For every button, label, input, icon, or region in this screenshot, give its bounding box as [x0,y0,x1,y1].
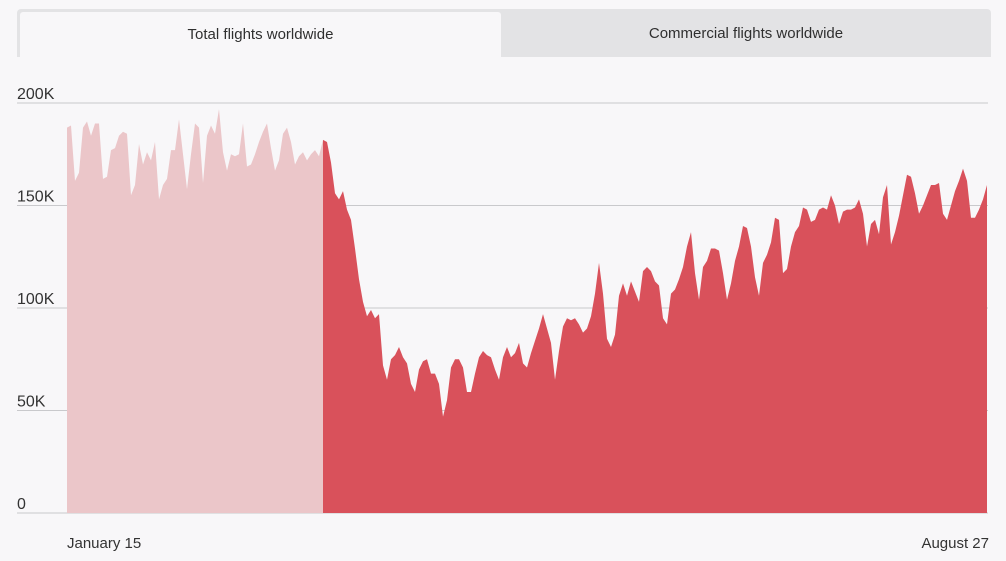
area-series-pre-highlight [67,109,323,514]
y-tick-label: 200K [17,86,55,103]
y-axis-tick-labels: 0 50K 100K 150K 200K [17,86,55,513]
y-tick-label: 100K [17,291,55,308]
y-tick-label: 50K [17,394,46,411]
y-tick-label: 150K [17,189,55,206]
x-axis-end-label: August 27 [921,535,989,552]
x-axis-start-label: January 15 [67,535,142,552]
area-series-highlight [323,139,987,513]
tab-commercial-flights[interactable]: Commercial flights worldwide [648,24,844,42]
y-tick-label: 0 [17,496,26,513]
tab-total-flights[interactable]: Total flights worldwide [20,12,501,57]
tab-bar: Total flights worldwide Commercial fligh… [17,9,991,57]
